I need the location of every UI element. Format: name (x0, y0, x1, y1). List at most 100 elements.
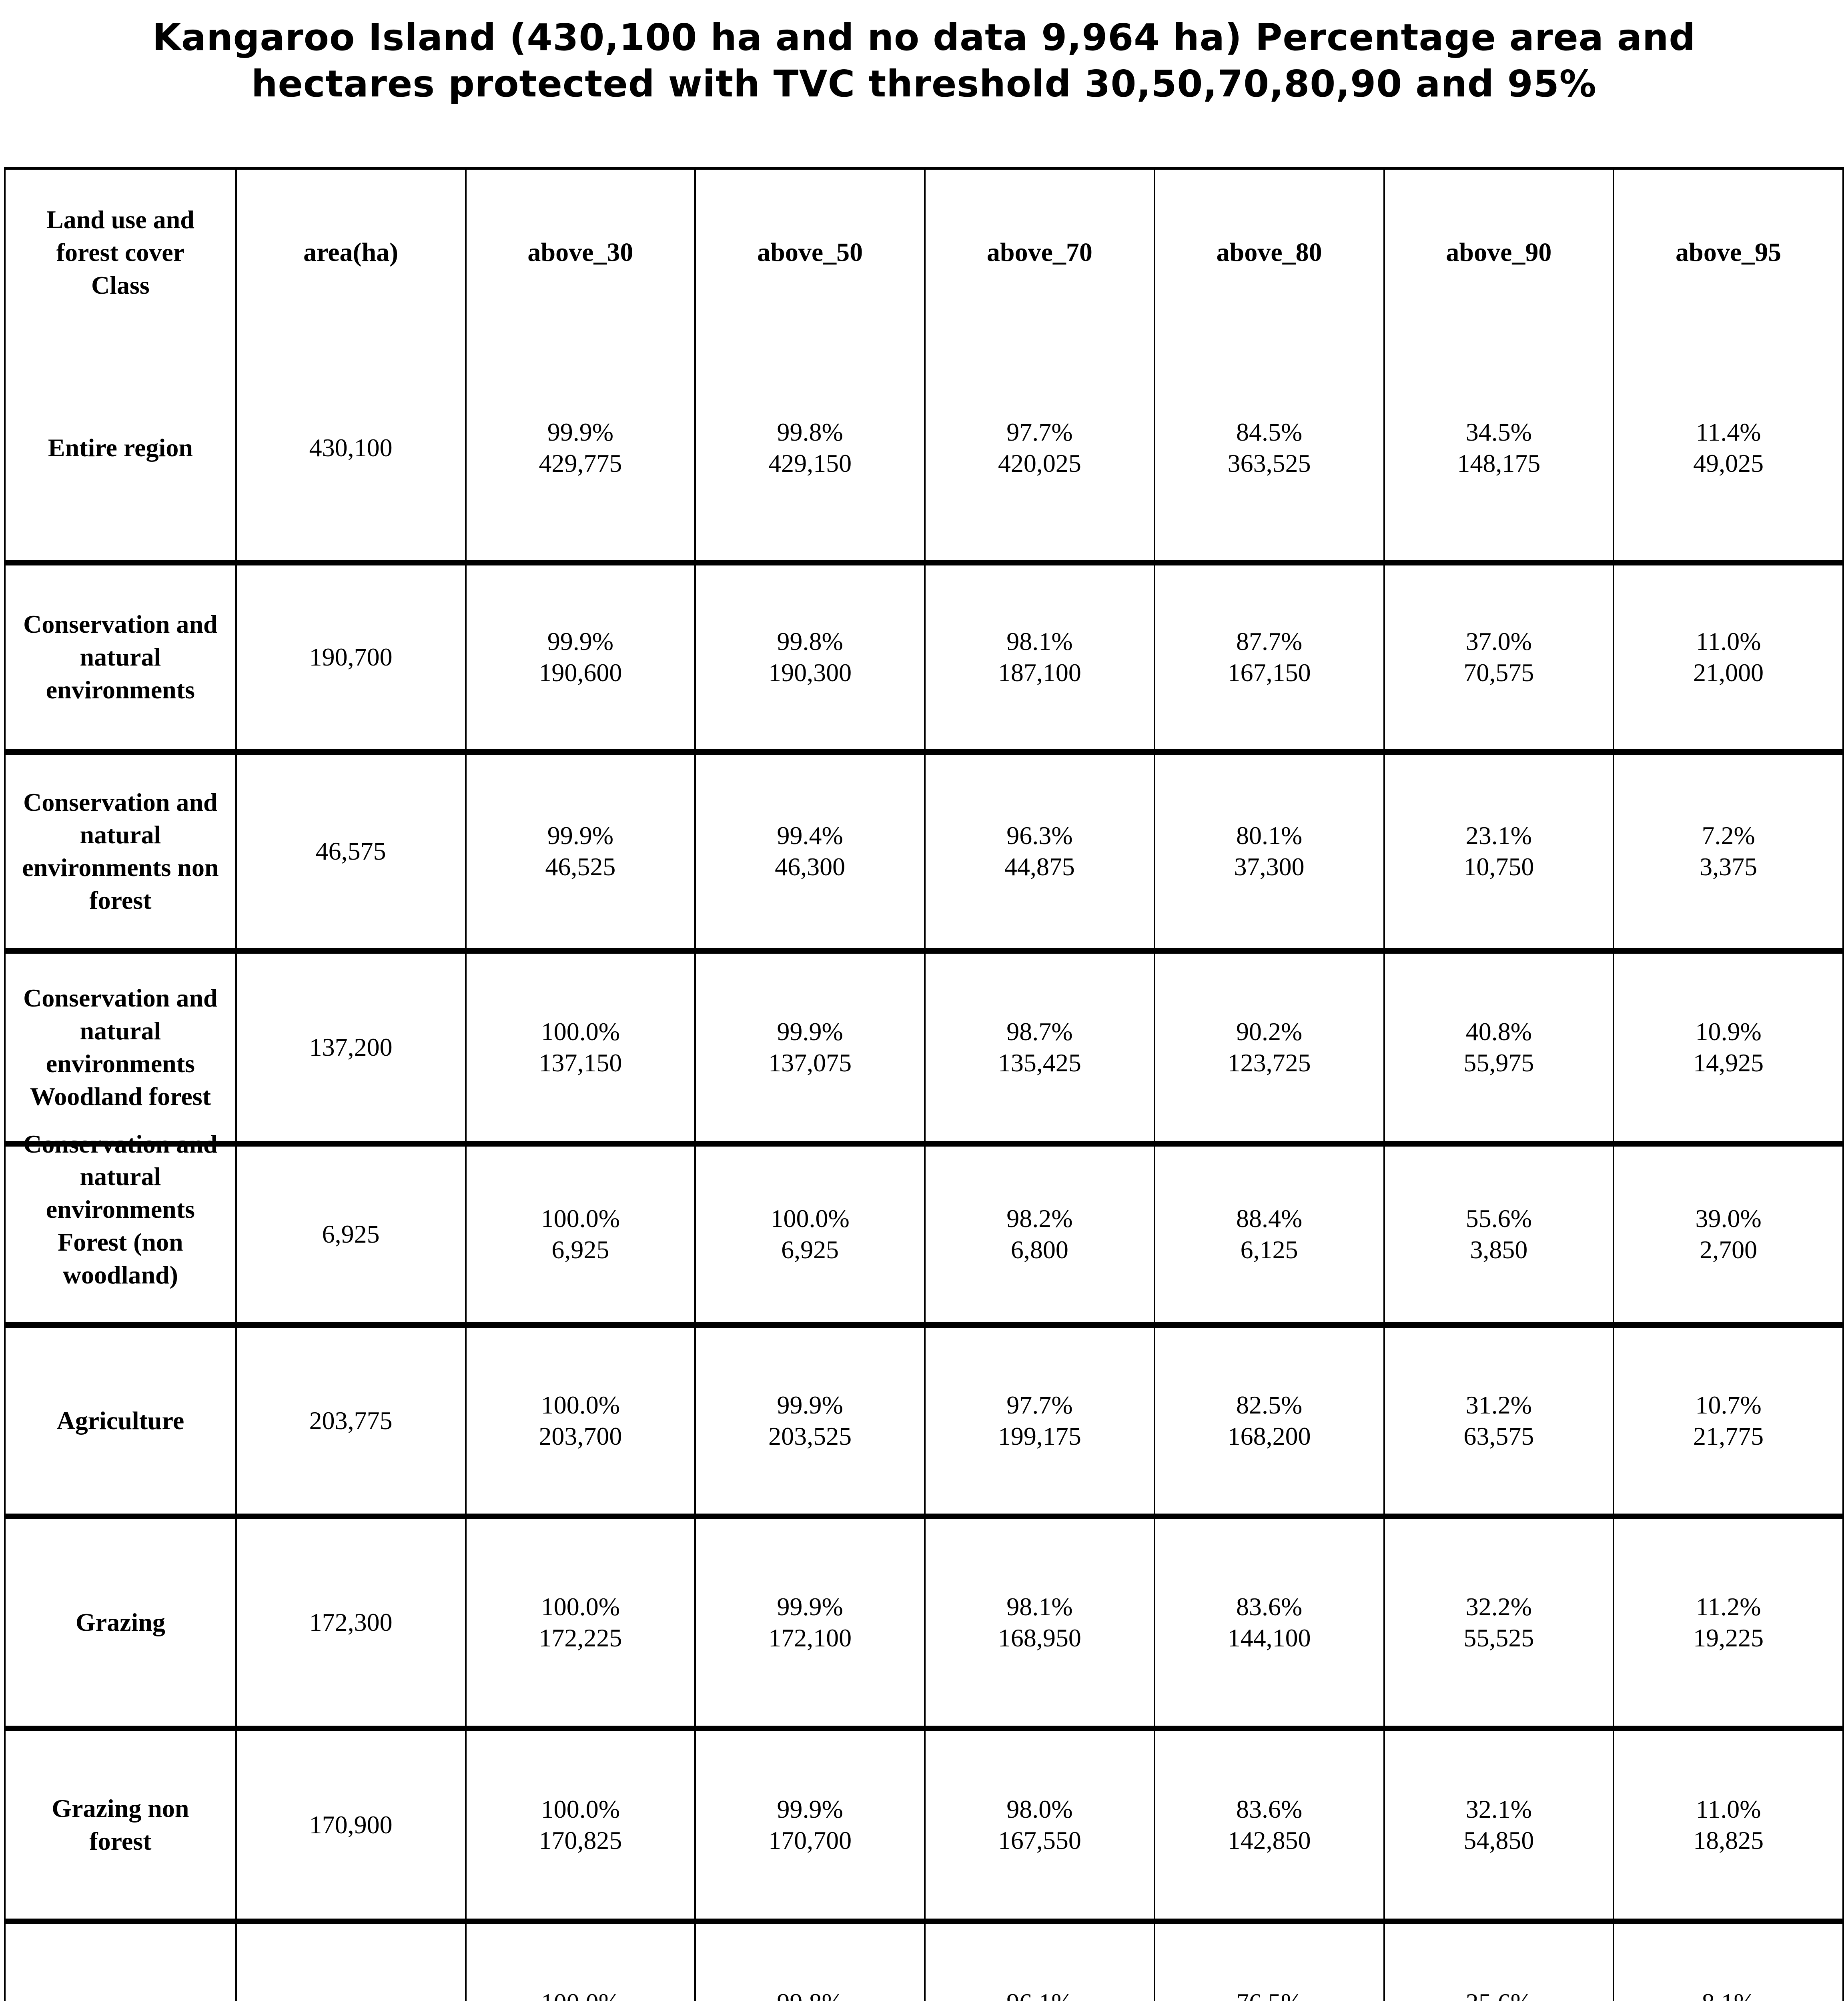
percent-value: 80.1% (1236, 821, 1303, 850)
percent-value: 98.7% (1006, 1017, 1073, 1046)
percent-value: 88.4% (1236, 1204, 1303, 1233)
threshold-cell: 97.7% 420,025 (924, 335, 1154, 560)
percent-value: 100.0% (770, 1204, 850, 1233)
percent-value: 98.1% (1006, 627, 1073, 656)
report-page: Kangaroo Island (430,100 ha and no data … (0, 14, 1848, 2001)
hectares-value: 6,125 (1240, 1235, 1298, 1264)
threshold-cell: 37.0% 70,575 (1383, 565, 1613, 749)
hectares-value: 142,850 (1227, 1826, 1311, 1855)
hectares-value: 137,150 (539, 1048, 622, 1077)
hectares-value: 46,525 (545, 852, 616, 881)
hectares-value: 190,300 (768, 658, 852, 687)
threshold-cell: 99.9% 190,600 (465, 565, 695, 749)
threshold-cell: 88.4% 6,125 (1153, 1146, 1383, 1322)
table-row: Grazing non forest 170,900 100.0% 170,825 99… (6, 1725, 1842, 1919)
table-row: Conservation and natural environments no… (6, 749, 1842, 948)
hectares-value: 37,300 (1234, 852, 1305, 881)
hectares-value: 168,200 (1227, 1422, 1311, 1450)
hectares-value: 55,525 (1463, 1623, 1534, 1652)
hectares-value: 144,100 (1227, 1623, 1311, 1652)
percent-value: 96.1% (1006, 1987, 1072, 2001)
hectares-value: 63,575 (1463, 1422, 1534, 1450)
percent-value: 84.5% (1236, 417, 1303, 446)
threshold-cell: 25.6%7,950 (1383, 1924, 1613, 2001)
threshold-cell: 99.9% 46,525 (465, 754, 695, 948)
hectares-value: 19,225 (1693, 1623, 1764, 1652)
percent-value: 32.2% (1465, 1592, 1532, 1621)
percent-value: 11.0% (1696, 627, 1761, 656)
threshold-cell: 76.5%23,800 (1153, 1924, 1383, 2001)
threshold-cell: 100.0% 6,925 (465, 1146, 695, 1322)
hectares-value: 137,075 (768, 1048, 852, 1077)
threshold-cell: 99.4% 46,300 (694, 754, 924, 948)
threshold-cell: 10.9% 14,925 (1613, 953, 1842, 1141)
threshold-cell: 99.9% 137,075 (694, 953, 924, 1141)
hectares-value: 148,175 (1457, 449, 1541, 477)
percent-value: 97.7% (1006, 1390, 1073, 1419)
threshold-cell: 11.0% 18,825 (1613, 1731, 1842, 1919)
percent-value: 76.5% (1236, 1987, 1302, 2001)
hectares-value: 3,375 (1700, 852, 1758, 881)
threshold-cell: 8.1%2,525 (1613, 1924, 1842, 2001)
table-row: Grazing 172,300 100.0% 172,225 99.9% 172,100 9… (6, 1513, 1842, 1726)
header-cell-above90: above_90 (1383, 169, 1613, 336)
threshold-cell: 96.3% 44,875 (924, 754, 1154, 948)
percent-value: 90.2% (1236, 1017, 1303, 1046)
row-label-cell: Conservation and natural environments (6, 565, 235, 749)
area-cell: 137,200 (235, 953, 465, 1141)
threshold-cell: 98.1% 168,950 (924, 1519, 1154, 1726)
header-cell-area: area(ha) (235, 169, 465, 336)
percent-value: 37.0% (1465, 627, 1532, 656)
row-label: Conservation and natural environments Fo… (23, 1129, 218, 1289)
hectares-value: 187,100 (998, 658, 1081, 687)
percent-value: 7.2% (1702, 821, 1755, 850)
table-header-row: Land use and forest cover Class area(ha)… (6, 169, 1842, 336)
hectares-value: 168,950 (998, 1623, 1081, 1652)
percent-value: 99.9% (777, 1794, 843, 1823)
row-label-cell: Grazing (6, 1519, 235, 1726)
area-value: 137,200 (309, 1033, 393, 1061)
hectares-value: 14,925 (1693, 1048, 1764, 1077)
threshold-cell: 99.9% 203,525 (694, 1327, 924, 1514)
percent-value: 8.1% (1702, 1987, 1755, 2001)
hectares-value: 170,700 (768, 1826, 852, 1855)
hectares-value: 429,150 (768, 449, 852, 477)
row-label-cell: Conservation and natural environments no… (6, 755, 235, 948)
header-cell-above70: above_70 (924, 169, 1154, 336)
hectares-value: 167,550 (998, 1826, 1081, 1855)
header-cell-above95: above_95 (1613, 169, 1842, 336)
percent-value: 99.9% (547, 417, 614, 446)
threshold-cell: 39.0% 2,700 (1613, 1146, 1842, 1322)
percent-value: 83.6% (1236, 1794, 1303, 1823)
percent-value: 83.6% (1236, 1592, 1303, 1621)
hectares-value: 172,225 (539, 1623, 622, 1652)
row-label: Grazing non forest (52, 1794, 189, 1855)
area-cell: 203,775 (235, 1327, 465, 1514)
percent-value: 39.0% (1695, 1204, 1762, 1233)
hectares-value: 199,175 (998, 1422, 1081, 1450)
percent-value: 99.9% (777, 1390, 843, 1419)
area-value: 170,900 (309, 1810, 393, 1839)
table-row: Cropping31,100100.0%31,10099.8%31,05096.… (6, 1918, 1842, 2001)
area-cell: 430,100 (235, 335, 465, 560)
table-body: Entire region 430,100 99.9% 429,775 99.8% 429… (6, 335, 1842, 2001)
page-title-line2: hectares protected with TVC threshold 30… (251, 62, 1597, 105)
percent-value: 99.9% (777, 1017, 843, 1046)
threshold-cell: 83.6% 144,100 (1153, 1519, 1383, 1726)
threshold-cell: 100.0% 203,700 (465, 1327, 695, 1514)
data-table: Land use and forest cover Class area(ha)… (4, 167, 1844, 2001)
hectares-value: 135,425 (998, 1048, 1081, 1077)
percent-value: 100.0% (541, 1017, 620, 1046)
row-label-cell: Conservation and natural environments Wo… (6, 954, 235, 1141)
threshold-cell: 100.0% 170,825 (465, 1731, 695, 1919)
row-label: Conservation and natural environments Wo… (23, 984, 218, 1111)
percent-value: 100.0% (541, 1794, 620, 1823)
hectares-value: 54,850 (1463, 1826, 1534, 1855)
hectares-value: 172,100 (768, 1623, 852, 1652)
row-label: Agriculture (56, 1406, 184, 1435)
percent-value: 40.8% (1465, 1017, 1532, 1046)
hectares-value: 203,700 (539, 1422, 622, 1450)
table-row: Conservation and natural environments 190… (6, 559, 1842, 749)
area-cell: 172,300 (235, 1519, 465, 1726)
area-value: 6,925 (322, 1220, 380, 1249)
